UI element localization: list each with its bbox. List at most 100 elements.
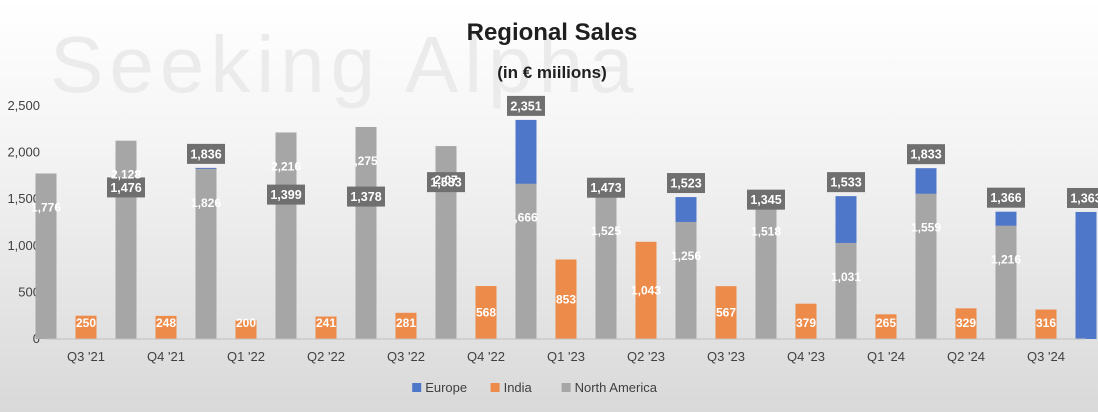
bar-india[interactable] [395,312,417,339]
data-label-india: 250 [76,316,96,330]
bar-india[interactable] [555,259,577,339]
data-label-india: 281 [396,316,416,330]
chart-title: Regional Sales [467,19,638,46]
data-label-box-europe [107,177,145,198]
bar-north-america[interactable] [275,132,297,339]
legend-swatch-north-america [561,383,571,392]
legend[interactable]: Europe India North America [412,380,658,395]
data-label-europe: 1,399 [270,188,301,202]
x-tick-label: Q3 '24 [1027,349,1065,364]
bar-india[interactable] [235,320,257,339]
data-label-box-europe [667,173,705,194]
x-tick-label: Q4 '22 [467,349,505,364]
data-label-india: 265 [876,316,896,330]
data-label-north-america: 1,559 [911,221,941,235]
data-label-north-america: 2,128 [111,168,141,182]
y-tick-label: 2,000 [7,145,40,160]
data-label-box-europe [267,184,305,205]
legend-label-india[interactable]: India [504,380,533,395]
bar-india[interactable] [155,315,177,339]
chart-subtitle: (in € miilions) [497,63,607,82]
data-label-box-europe [187,143,225,164]
bar-india[interactable] [635,241,657,339]
data-label-europe: 1,533 [430,176,461,190]
x-tick-label: Q2 '23 [627,349,665,364]
data-label-india: 200 [236,316,256,330]
data-label-india: 248 [156,316,176,330]
data-label-europe: 1,836 [190,147,221,161]
bar-india[interactable] [1035,309,1057,339]
data-label-europe: 1,476 [110,181,141,195]
bar-india[interactable] [795,303,817,339]
data-label-europe: 1,833 [910,148,941,162]
bar-north-america[interactable] [915,193,937,339]
y-tick-label: 1,000 [7,238,40,253]
data-label-europe: 1,523 [670,177,701,191]
data-label-north-america: 1,031 [831,270,861,284]
legend-swatch-europe [412,383,422,392]
data-label-india: 1,043 [631,283,661,297]
x-tick-label: Q3 '22 [387,349,425,364]
data-label-north-america: 1,776 [31,200,61,214]
x-axis: Q3 '21 Q4 '21 Q1 '22 Q2 '22 Q3 '22 Q4 '22 Q1 '… [46,338,1086,364]
y-tick-label: 1,500 [7,191,40,206]
bar-india[interactable] [715,286,737,339]
data-label-europe: 1,473 [590,181,621,195]
data-label-box-europe [347,186,385,207]
x-tick-label: Q3 '21 [67,349,105,364]
legend-label-north-america[interactable]: North America [575,380,658,395]
bar-india[interactable] [315,316,337,339]
data-label-north-america: 1,216 [991,253,1021,267]
data-label-north-america: 1,518 [751,225,781,239]
bar-north-america[interactable] [995,225,1017,339]
data-label-europe: 1,378 [350,190,381,204]
bar-north-america[interactable] [355,126,377,339]
legend-swatch-india [490,383,500,392]
bar-north-america[interactable] [195,168,217,339]
bar-north-america[interactable] [835,242,857,339]
data-label-north-america: ,275 [354,154,378,168]
x-tick-label: Q4 '23 [787,349,825,364]
bar-north-america[interactable] [435,146,457,339]
data-label-north-america: 1,525 [591,224,621,238]
y-tick-label: 2,500 [7,98,40,113]
data-label-north-america: 2,216 [271,159,301,173]
data-label-india: 316 [1036,316,1056,330]
data-label-box-europe [987,187,1025,208]
x-tick-label: Q1 '23 [547,349,585,364]
data-label-north-america: 1,256 [671,249,701,263]
data-label-europe: 1,533 [830,176,861,190]
x-tick-label: Q1 '24 [867,349,905,364]
bar-north-america[interactable] [675,221,697,339]
data-label-north-america: 2,07 [434,173,458,187]
data-label-india: 241 [316,316,336,330]
data-label-europe: 1,363 [1070,191,1098,205]
data-label-box-europe [507,95,545,116]
data-label-india: 568 [476,306,496,320]
bar-europe[interactable] [1075,211,1097,339]
legend-label-europe[interactable]: Europe [425,380,467,395]
y-tick-label: 500 [18,284,40,299]
bar-india[interactable] [875,314,897,339]
data-label-india: 567 [716,306,736,320]
data-label-europe: 2,351 [510,99,541,113]
data-label-box-europe [827,172,865,193]
bar-north-america[interactable] [595,196,617,339]
data-label-box-europe [907,144,945,165]
x-tick-label: Q3 '23 [707,349,745,364]
data-label-box-europe [747,189,785,210]
bar-india[interactable] [955,308,977,339]
bar-india[interactable] [75,315,97,339]
bar-india[interactable] [475,286,497,339]
bar-north-america[interactable] [755,197,777,339]
bar-north-america[interactable] [35,173,57,339]
watermark: Seeking Alpha [50,20,640,109]
data-label-india: 853 [556,292,576,306]
data-label-europe: 1,345 [750,193,781,207]
bar-north-america[interactable] [515,183,537,339]
data-label-box-europe [1067,187,1098,208]
